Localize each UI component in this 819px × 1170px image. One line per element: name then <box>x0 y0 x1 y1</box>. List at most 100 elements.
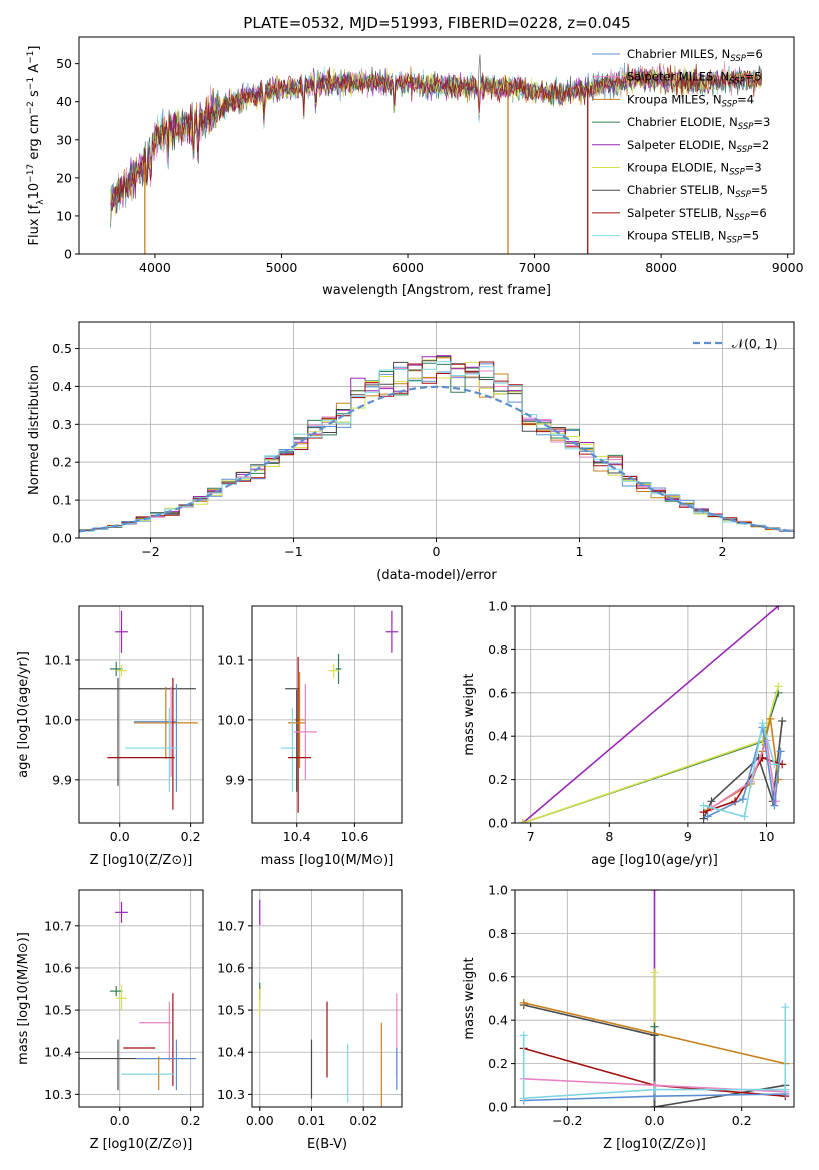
x-tick-label: 10.4 <box>283 829 311 844</box>
legend-sub: SSP <box>729 77 745 87</box>
legend-entry: Salpeter STELIB, NSSP=6 <box>627 206 767 223</box>
weight-line <box>711 737 777 809</box>
x-axis-label: Z [log10(Z/Z⊙)] <box>603 1137 706 1152</box>
x-axis-label: wavelength [Angstrom, rest frame] <box>322 283 551 298</box>
legend-text: Salpeter ELODIE, N <box>627 138 737 152</box>
axes-frame <box>251 605 403 824</box>
legend-text: Chabrier MILES, N <box>627 47 730 61</box>
mass-vs-metallicity-panel: 0.0 0.2 10.3 10.4 10.5 10.6 10.7 Z [log10(Z/Z⊙)… <box>16 889 204 1152</box>
legend-suffix: =6 <box>746 47 763 61</box>
axes-frame <box>78 605 204 824</box>
y-axis-label-part: erg cm <box>27 114 42 163</box>
weight-point <box>738 795 747 804</box>
y-axis-label-part: −2 <box>26 101 36 114</box>
x-tick-label: 10.6 <box>340 829 368 844</box>
legend-sub: SSP <box>734 213 750 223</box>
legend-entry: Kroupa MILES, NSSP=4 <box>627 92 754 109</box>
y-axis-label-part: −1 <box>26 77 36 90</box>
legend-suffix: =3 <box>753 115 770 129</box>
axes-frame <box>514 889 795 1108</box>
x-tick-label: 7 <box>527 829 535 844</box>
legend-text: Chabrier ELODIE, N <box>627 115 738 129</box>
legend-sub: SSP <box>735 190 751 200</box>
x-tick-label: 0.2 <box>181 1113 201 1128</box>
x-tick-label: 10 <box>759 829 775 844</box>
y-axis-label: Flux [fλ10−17 erg cm−2 s−1 A−1] <box>26 46 46 246</box>
y-axis-label: Normed distribution <box>27 365 42 495</box>
x-axis-label: E(B-V) <box>307 1137 347 1152</box>
weight-point <box>703 812 712 821</box>
weight-point <box>519 998 528 1007</box>
x-tick-label: 1 <box>576 544 584 559</box>
axes-frame <box>78 36 795 255</box>
y-axis-label-part: −17 <box>26 164 36 183</box>
legend-entry: 𝒩(0, 1) <box>732 336 778 351</box>
legend-text: Chabrier STELIB, N <box>627 183 735 197</box>
age-vs-metallicity-panel: 0.0 0.2 9.9 10.0 10.1 Z [log10(Z/Z⊙)] age [log… <box>16 605 204 868</box>
y-tick-label: 10.0 <box>44 712 72 727</box>
y-axis-label-part: ] <box>27 46 42 51</box>
y-tick-label: 10.7 <box>44 918 72 933</box>
y-axis-label: mass [log10(M/M⊙)] <box>16 932 31 1065</box>
weight-line <box>522 606 779 823</box>
y-tick-label: 0.8 <box>488 926 508 941</box>
x-axis-label: mass [log10(M/M⊙)] <box>261 853 394 868</box>
legend-entry: Chabrier ELODIE, NSSP=3 <box>627 115 770 132</box>
x-tick-label: 0.0 <box>110 829 130 844</box>
legend-entry: Kroupa ELODIE, NSSP=3 <box>627 161 762 178</box>
legend-sub: SSP <box>729 168 745 178</box>
weight-vs-metallicity-panel: −0.2 0.0 0.2 0.0 0.2 0.4 0.6 0.8 1.0 Z [log10(Z/Z… <box>462 883 795 1152</box>
x-tick-label: −0.2 <box>552 1113 582 1128</box>
y-tick-label: 0.6 <box>488 685 508 700</box>
spectrum-line <box>110 54 762 214</box>
y-tick-label: 10.0 <box>217 712 245 727</box>
x-tick-label: 5000 <box>266 260 298 275</box>
legend-suffix: =4 <box>737 92 754 106</box>
weight-point <box>781 1085 790 1094</box>
legend-sub: SSP <box>738 122 754 132</box>
spectrum-line <box>110 63 762 208</box>
weight-point <box>650 1022 659 1031</box>
weight-point <box>781 1003 790 1012</box>
weight-point <box>770 760 779 769</box>
legend-suffix: =5 <box>751 183 768 197</box>
x-tick-label: 0.00 <box>246 1113 274 1128</box>
x-tick-label: 7000 <box>519 260 551 275</box>
y-tick-label: 10.6 <box>44 960 72 975</box>
weight-point <box>778 717 787 726</box>
y-tick-label: 10 <box>56 208 72 223</box>
weight-point <box>519 1031 528 1040</box>
mass-vs-reddening-panel: 0.00 0.01 0.02 10.3 10.4 10.5 10.6 10.7 E(B-V) <box>217 889 403 1152</box>
y-tick-label: 10.4 <box>44 1045 72 1060</box>
x-axis-label: (data-model)/error <box>376 568 497 583</box>
y-tick-label: 0.0 <box>488 816 508 831</box>
weight-point <box>758 719 767 728</box>
weight-point <box>650 890 659 894</box>
weight-point <box>650 1103 659 1107</box>
weight-point <box>518 819 527 823</box>
weight-point <box>650 1085 659 1094</box>
legend-sub: SSP <box>737 145 753 155</box>
age-vs-mass-panel: 10.4 10.6 9.9 10.0 10.1 mass [log10(M/M⊙)] <box>217 605 403 868</box>
y-axis-label-part: 10 <box>27 183 42 200</box>
figure-title: PLATE=0532, MJD=51993, FIBERID=0228, z=0… <box>243 14 630 32</box>
y-tick-label: 0.4 <box>488 1013 508 1028</box>
y-tick-label: 0.2 <box>488 772 508 787</box>
y-axis-label-part: A <box>27 64 42 77</box>
axes-frame <box>78 889 204 1108</box>
legend-text: Kroupa MILES, N <box>627 92 722 106</box>
y-tick-label: 0.6 <box>488 969 508 984</box>
weight-point <box>740 812 749 821</box>
weight-point <box>699 801 708 810</box>
weight-point <box>519 1094 528 1103</box>
x-tick-label: 0.02 <box>349 1113 377 1128</box>
x-tick-label: 0.0 <box>645 1113 665 1128</box>
legend-text: Kroupa STELIB, N <box>627 229 727 243</box>
y-tick-label: 10.5 <box>217 1003 245 1018</box>
y-axis-label-part: s <box>27 90 42 101</box>
legend-text: Salpeter STELIB, N <box>627 206 734 220</box>
legend-sub: SSP <box>727 236 743 246</box>
x-tick-label: 0.2 <box>181 829 201 844</box>
x-tick-label: 0.2 <box>732 1113 752 1128</box>
